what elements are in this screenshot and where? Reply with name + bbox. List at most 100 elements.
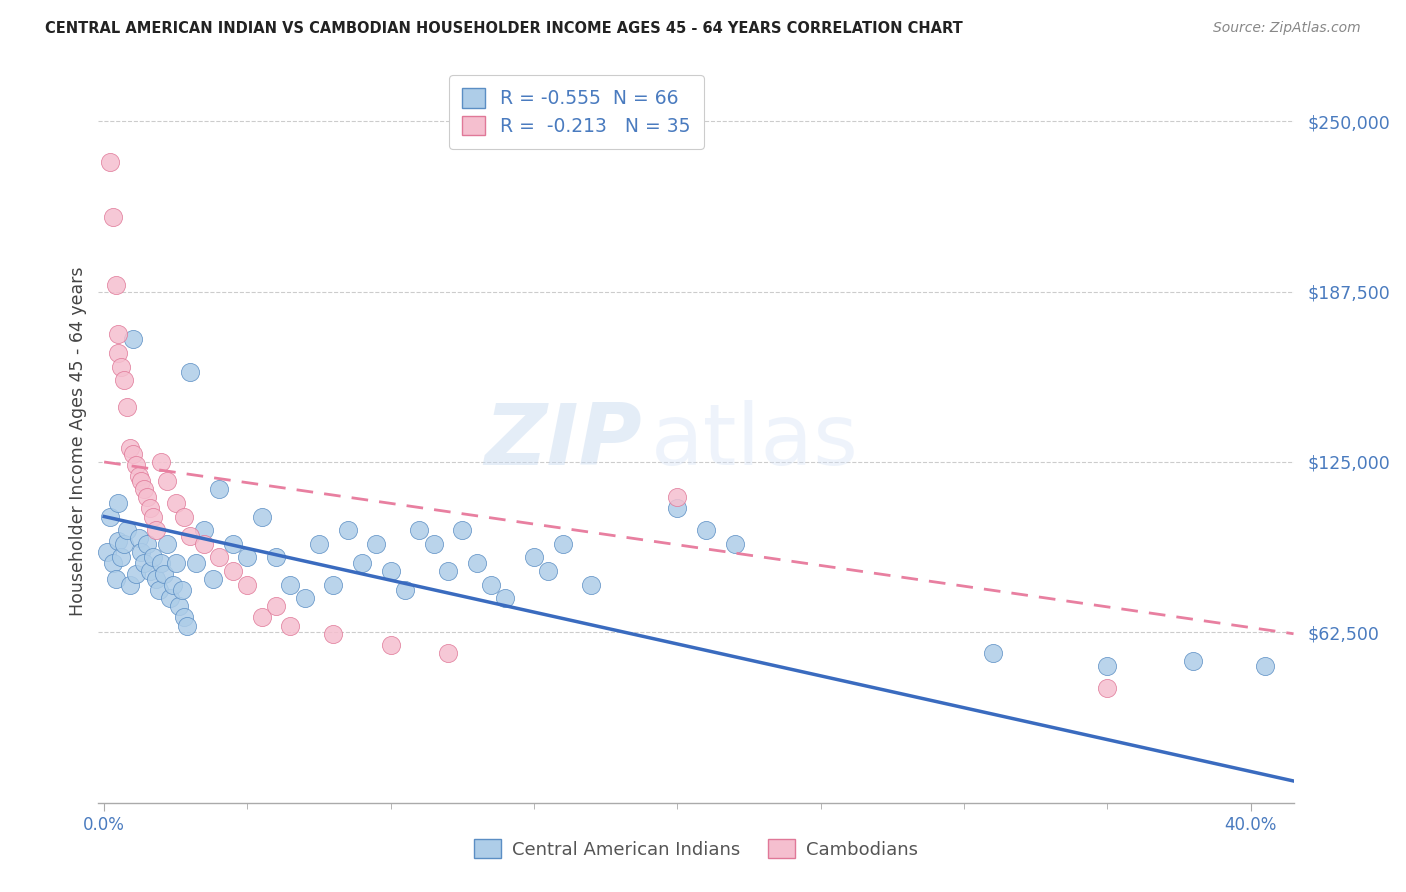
Point: [537, 564, 560, 578]
Point: [115, 401, 138, 415]
Point: [1254, 659, 1277, 673]
Point: [112, 537, 135, 551]
Point: [184, 556, 207, 570]
Point: [112, 373, 135, 387]
Point: [981, 646, 1004, 660]
Point: [1097, 681, 1119, 696]
Point: [581, 577, 603, 591]
Point: [145, 572, 167, 586]
Point: [128, 468, 150, 483]
Point: [134, 482, 156, 496]
Point: [494, 591, 516, 606]
Point: [134, 556, 156, 570]
Point: [465, 556, 488, 570]
Point: [176, 618, 198, 632]
Point: [156, 537, 179, 551]
Point: [179, 365, 201, 379]
Point: [208, 550, 231, 565]
Point: [250, 610, 273, 624]
Text: ZIP: ZIP: [485, 400, 643, 483]
Point: [139, 501, 162, 516]
Point: [107, 496, 129, 510]
Point: [422, 537, 444, 551]
Point: [131, 545, 153, 559]
Text: atlas: atlas: [651, 400, 859, 483]
Point: [193, 523, 215, 537]
Point: [165, 556, 187, 570]
Point: [136, 491, 159, 505]
Point: [193, 537, 215, 551]
Point: [159, 591, 181, 606]
Point: [128, 532, 150, 546]
Point: [115, 523, 138, 537]
Point: [101, 210, 124, 224]
Point: [142, 509, 165, 524]
Y-axis label: Householder Income Ages 45 - 64 years: Householder Income Ages 45 - 64 years: [69, 267, 87, 616]
Point: [107, 534, 129, 549]
Point: [308, 537, 330, 551]
Point: [131, 474, 153, 488]
Point: [118, 577, 141, 591]
Point: [222, 564, 245, 578]
Point: [250, 509, 273, 524]
Point: [236, 550, 259, 565]
Point: [96, 545, 118, 559]
Point: [322, 626, 344, 640]
Point: [724, 537, 747, 551]
Point: [153, 566, 176, 581]
Point: [167, 599, 190, 614]
Point: [124, 458, 146, 472]
Point: [110, 550, 132, 565]
Point: [145, 523, 167, 537]
Point: [451, 523, 474, 537]
Point: [162, 577, 184, 591]
Point: [208, 482, 231, 496]
Point: [666, 491, 689, 505]
Text: Source: ZipAtlas.com: Source: ZipAtlas.com: [1213, 21, 1361, 35]
Point: [150, 455, 173, 469]
Point: [101, 556, 124, 570]
Point: [139, 564, 162, 578]
Point: [110, 359, 132, 374]
Point: [551, 537, 574, 551]
Point: [98, 155, 121, 169]
Point: [107, 346, 129, 360]
Point: [437, 646, 460, 660]
Point: [1182, 654, 1205, 668]
Point: [142, 550, 165, 565]
Point: [380, 564, 402, 578]
Point: [136, 537, 159, 551]
Point: [352, 556, 374, 570]
Point: [366, 537, 388, 551]
Point: [280, 577, 302, 591]
Point: [236, 577, 259, 591]
Point: [380, 638, 402, 652]
Point: [523, 550, 546, 565]
Point: [104, 277, 127, 292]
Point: [336, 523, 359, 537]
Point: [479, 577, 502, 591]
Point: [264, 599, 287, 614]
Point: [222, 537, 245, 551]
Point: [666, 501, 689, 516]
Point: [107, 326, 129, 341]
Point: [294, 591, 316, 606]
Point: [156, 474, 179, 488]
Point: [173, 509, 195, 524]
Point: [173, 610, 195, 624]
Point: [118, 442, 141, 456]
Text: CENTRAL AMERICAN INDIAN VS CAMBODIAN HOUSEHOLDER INCOME AGES 45 - 64 YEARS CORRE: CENTRAL AMERICAN INDIAN VS CAMBODIAN HOU…: [45, 21, 963, 36]
Point: [165, 496, 187, 510]
Point: [437, 564, 460, 578]
Point: [179, 528, 201, 542]
Point: [124, 566, 146, 581]
Point: [121, 447, 143, 461]
Point: [104, 572, 127, 586]
Point: [98, 509, 121, 524]
Point: [408, 523, 430, 537]
Point: [695, 523, 717, 537]
Point: [202, 572, 225, 586]
Point: [148, 583, 170, 598]
Point: [121, 332, 143, 346]
Point: [150, 556, 173, 570]
